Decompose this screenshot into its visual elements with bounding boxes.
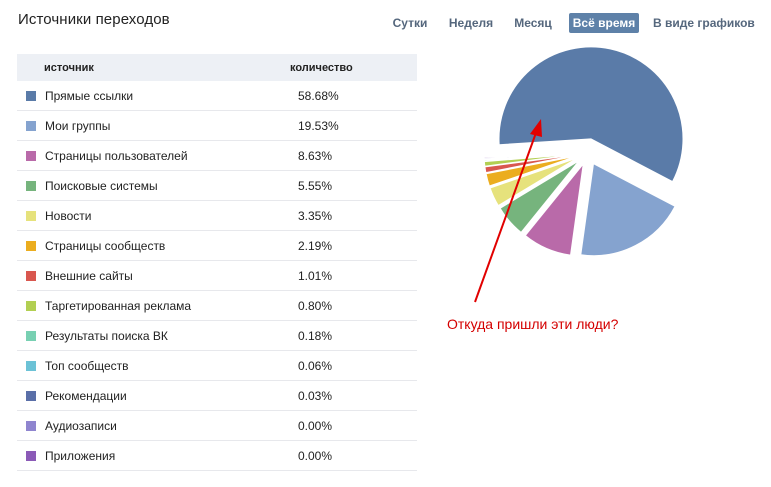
source-value: 58.68% <box>298 89 339 103</box>
source-name: Страницы пользователей <box>45 149 188 163</box>
source-value: 19.53% <box>298 119 339 133</box>
pie-slice <box>498 46 684 183</box>
page-title: Источники переходов <box>18 11 170 28</box>
source-value: 1.01% <box>298 269 333 283</box>
table-row: Топ сообществ 0.06% <box>17 351 417 381</box>
table-row: Страницы пользователей 8.63% <box>17 141 417 171</box>
source-name: Страницы сообществ <box>45 239 166 253</box>
table-row: Страницы сообществ 2.19% <box>17 231 417 261</box>
table-row: Мои группы 19.53% <box>17 111 417 141</box>
legend-swatch <box>26 451 36 461</box>
legend-swatch <box>26 181 36 191</box>
table-row: Результаты поиска ВК 0.18% <box>17 321 417 351</box>
column-header-count: количество <box>290 62 353 74</box>
legend-swatch <box>26 391 36 401</box>
source-value: 0.00% <box>298 449 333 463</box>
tab-week[interactable]: Неделя <box>448 16 494 30</box>
legend-swatch <box>26 151 36 161</box>
source-value: 5.55% <box>298 179 333 193</box>
table-row: Таргетированная реклама 0.80% <box>17 291 417 321</box>
sources-pie-chart <box>483 46 684 257</box>
tab-month[interactable]: Месяц <box>514 16 552 30</box>
source-value: 0.18% <box>298 329 333 343</box>
pie-slice <box>580 162 676 257</box>
legend-swatch <box>26 331 36 341</box>
legend-swatch <box>26 211 36 221</box>
legend-swatch <box>26 271 36 281</box>
tab-day[interactable]: Сутки <box>392 16 428 30</box>
table-body: Прямые ссылки 58.68% Мои группы 19.53% Стран… <box>17 81 417 471</box>
source-name: Таргетированная реклама <box>45 299 192 313</box>
source-value: 0.80% <box>298 299 333 313</box>
source-value: 0.03% <box>298 389 333 403</box>
legend-swatch <box>26 91 36 101</box>
source-name: Аудиозаписи <box>45 419 117 433</box>
period-tabs: Сутки Неделя Месяц Всё время В виде граф… <box>0 13 771 35</box>
source-name: Рекомендации <box>45 389 127 403</box>
legend-swatch <box>26 421 36 431</box>
tab-all-time[interactable]: Всё время <box>569 13 639 33</box>
table-row: Внешние сайты 1.01% <box>17 261 417 291</box>
legend-swatch <box>26 361 36 371</box>
table-row: Прямые ссылки 58.68% <box>17 81 417 111</box>
annotation-text: Откуда пришли эти люди? <box>447 316 619 332</box>
source-value: 0.06% <box>298 359 333 373</box>
source-name: Поисковые системы <box>45 179 158 193</box>
legend-swatch <box>26 301 36 311</box>
source-name: Топ сообществ <box>45 359 129 373</box>
table-row: Новости 3.35% <box>17 201 417 231</box>
source-name: Результаты поиска ВК <box>45 329 168 343</box>
source-name: Внешние сайты <box>45 269 133 283</box>
table-row: Рекомендации 0.03% <box>17 381 417 411</box>
source-value: 3.35% <box>298 209 333 223</box>
source-name: Прямые ссылки <box>45 89 134 103</box>
source-name: Мои группы <box>45 119 111 133</box>
source-value: 0.00% <box>298 419 333 433</box>
legend-swatch <box>26 241 36 251</box>
table-row: Поисковые системы 5.55% <box>17 171 417 201</box>
table-row: Приложения 0.00% <box>17 441 417 471</box>
table-header: источник количество <box>17 54 417 81</box>
source-value: 8.63% <box>298 149 333 163</box>
source-name: Новости <box>45 209 92 223</box>
table-row: Аудиозаписи 0.00% <box>17 411 417 441</box>
tab-as-graphs[interactable]: В виде графиков <box>653 16 755 30</box>
source-value: 2.19% <box>298 239 333 253</box>
sources-table: источник количество Прямые ссылки 58.68% М… <box>17 54 417 471</box>
source-name: Приложения <box>45 449 116 463</box>
legend-swatch <box>26 121 36 131</box>
column-header-source: источник <box>44 62 94 74</box>
